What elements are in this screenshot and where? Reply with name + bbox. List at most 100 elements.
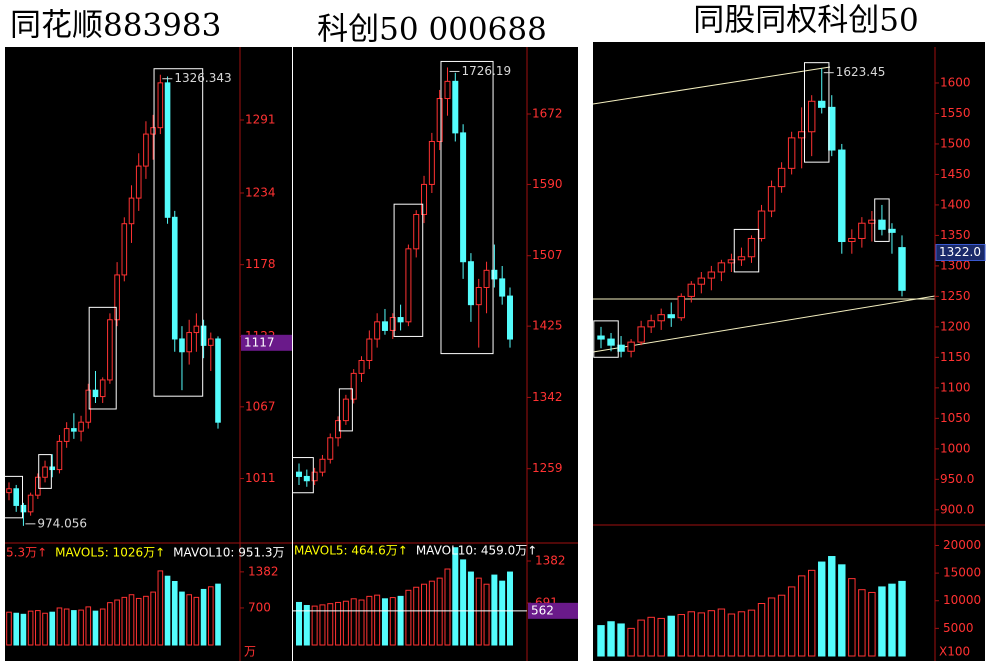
y-tick-label: 1067 — [245, 399, 276, 413]
high-annotation: 1326.343 — [174, 71, 231, 85]
volume-legend: 5.3万↑ — [6, 546, 47, 560]
volume-bar — [397, 595, 404, 646]
candle-body — [327, 437, 334, 460]
volume-bar — [366, 595, 373, 646]
y-tick-label: 1291 — [245, 112, 276, 126]
volume-bar — [215, 583, 221, 646]
volume-bar — [78, 609, 84, 646]
volume-bar — [707, 610, 716, 657]
y-tick-label: 1500 — [940, 136, 971, 150]
volume-bar — [878, 586, 886, 657]
volume-bar — [491, 574, 498, 646]
volume-bar — [311, 605, 318, 646]
panel-bg — [593, 42, 985, 661]
candle-body — [818, 100, 826, 108]
volume-tag-bg — [528, 602, 578, 619]
volume-bar — [460, 559, 467, 646]
price-tag-bg — [935, 243, 986, 261]
candle-body — [107, 319, 113, 381]
candle-body — [350, 372, 357, 400]
candle-body — [444, 80, 451, 100]
panel-title: 同股同权科创50 — [693, 3, 918, 39]
y-tick-label: 1000 — [940, 441, 971, 455]
volume-bar — [405, 589, 412, 646]
volume-bar — [49, 611, 56, 646]
candle-body — [506, 295, 514, 340]
high-annotation: 1623.45 — [836, 65, 886, 79]
volume-bar — [627, 627, 635, 657]
volume-bar — [20, 613, 27, 646]
candle-body — [428, 140, 435, 185]
panel-title: 同花顺883983 — [10, 8, 221, 44]
candle-body — [215, 338, 221, 423]
y-tick-label: 1550 — [940, 106, 971, 120]
volume-tick-label: 1382 — [248, 564, 279, 578]
volume-bar — [888, 583, 896, 657]
volume-bar — [467, 571, 474, 646]
volume-bar — [898, 580, 906, 657]
volume-legend: MAVOL5: 464.6万↑ — [294, 544, 408, 558]
volume-bar — [303, 604, 310, 646]
volume-bar — [6, 611, 12, 646]
volume-bar — [319, 604, 326, 646]
volume-bar — [27, 610, 34, 646]
candle-body — [389, 317, 396, 331]
volume-bar — [179, 591, 185, 646]
y-tick-label: 1259 — [532, 461, 563, 475]
volume-bar — [35, 610, 41, 646]
candle-body — [747, 237, 756, 258]
candle-body — [335, 420, 342, 439]
candle-body — [35, 476, 41, 496]
panel-title: 科创50 000688 — [317, 12, 547, 48]
candle-body — [868, 219, 876, 224]
volume-bar — [767, 597, 776, 657]
candle-body — [42, 466, 48, 478]
volume-bar — [797, 575, 806, 657]
volume-bar — [107, 602, 113, 646]
candle-body — [421, 183, 428, 215]
volume-bar — [200, 588, 207, 646]
volume-bar — [421, 583, 428, 646]
highlight-box — [393, 203, 424, 337]
y-tick-label: 950.0 — [940, 472, 974, 486]
candle-body — [491, 269, 498, 280]
candle-body — [797, 131, 806, 139]
volume-bar — [128, 594, 135, 646]
candle-body — [499, 278, 506, 297]
candle-body — [157, 82, 164, 129]
candle-body — [647, 320, 655, 328]
volume-bar — [193, 596, 200, 646]
volume-bar — [717, 608, 726, 657]
volume-bar — [444, 568, 451, 646]
candle-body — [358, 359, 365, 374]
volume-bar — [56, 607, 63, 646]
y-tick-label: 1425 — [532, 319, 563, 333]
volume-bar — [436, 577, 443, 646]
highlight-box — [2, 475, 24, 519]
volume-bar — [475, 577, 482, 646]
candle-body — [121, 223, 128, 276]
y-tick-label: 1450 — [940, 167, 971, 181]
volume-bar — [13, 612, 20, 646]
volume-bar — [858, 589, 866, 657]
candle-body — [898, 247, 906, 291]
y-tick-label: 1342 — [532, 390, 563, 404]
volume-bar — [157, 570, 164, 646]
volume-bar — [607, 621, 615, 657]
volume-bar — [413, 586, 420, 646]
volume-bar — [342, 600, 349, 646]
candle-body — [193, 325, 200, 334]
y-tick-label: 1600 — [940, 75, 971, 89]
candle-body — [56, 440, 63, 471]
chart-layer: 1291123411781122106710111326.343974.0561… — [2, 47, 986, 661]
y-tick-label: 1300 — [940, 258, 971, 272]
candle-body — [6, 488, 12, 494]
volume-bar — [143, 595, 149, 646]
volume-bar — [787, 586, 796, 657]
volume-bar — [657, 617, 665, 657]
highlight-box — [38, 454, 52, 489]
volume-bar — [92, 610, 99, 646]
volume-legend: MAVOL10: 459.0万↑ — [416, 544, 537, 558]
trend-line — [592, 295, 936, 353]
volume-bar — [164, 575, 171, 646]
